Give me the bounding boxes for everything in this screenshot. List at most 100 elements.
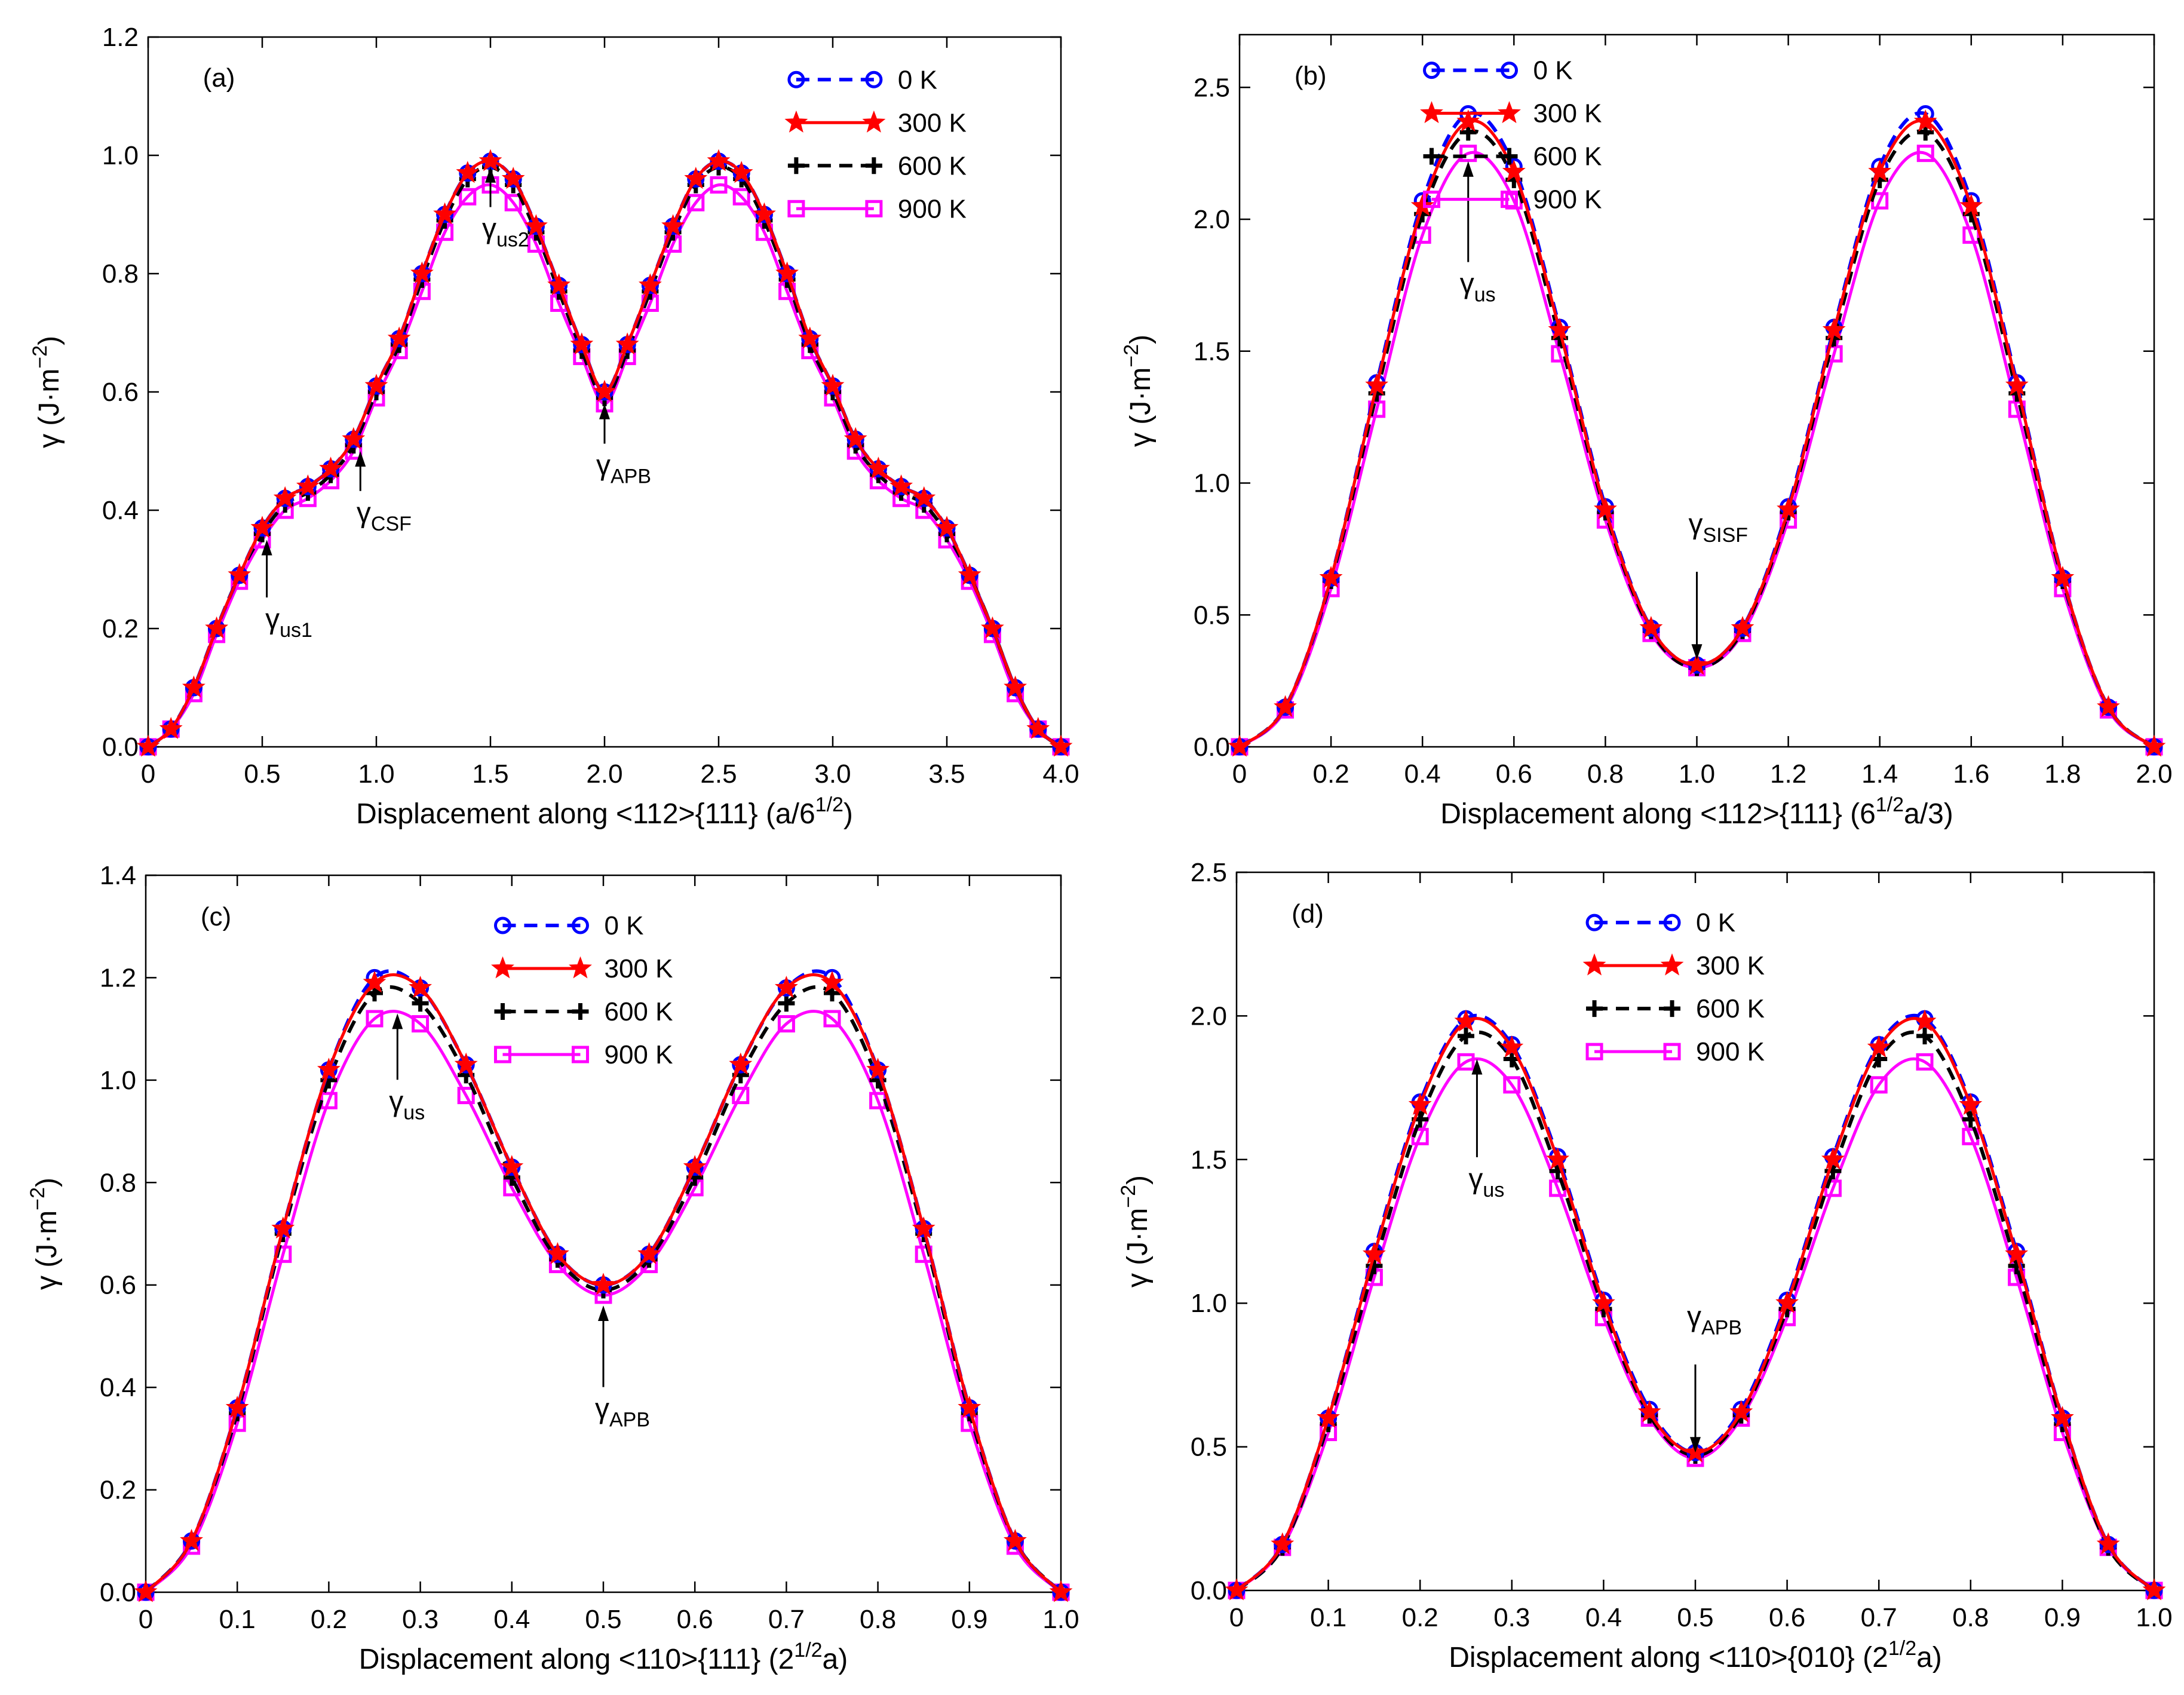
legend-label: 600 K <box>898 151 967 180</box>
legend-label: 0 K <box>604 911 643 940</box>
x-tick-label: 1.8 <box>2044 759 2081 789</box>
x-tick-label: 0.7 <box>768 1605 805 1634</box>
marker-star <box>958 563 981 586</box>
annotation-gamma-apb: γAPB <box>595 1305 650 1432</box>
x-tick-label: 1.0 <box>1042 1605 1079 1634</box>
chart-panel-d: 0 0.1 0.2 0.3 0.4 0.5 0.6 0.7 0.8 0.9 1.0 0.0 0.5 1.0… <box>1117 858 2173 1673</box>
legend-label: 900 K <box>1533 185 1602 214</box>
marker-star <box>1004 675 1027 698</box>
marker-star <box>2051 566 2075 588</box>
panel-label: (c) <box>201 902 231 931</box>
y-tick-label: 1.0 <box>100 1066 136 1095</box>
legend-entry: 600 K <box>787 151 967 180</box>
marker-square <box>710 176 728 194</box>
marker-square <box>787 200 805 217</box>
x-tick-label: 0.5 <box>1677 1603 1713 1632</box>
marker-plus <box>412 995 429 1012</box>
annotation-label: γus <box>389 1086 425 1124</box>
marker-star <box>1582 953 1606 976</box>
legend-label: 900 K <box>1696 1037 1765 1066</box>
marker-star <box>889 474 913 496</box>
annotation-label: γAPB <box>1687 1301 1742 1340</box>
y-tick-label: 0.2 <box>102 614 139 643</box>
marker-star <box>1274 695 1297 718</box>
marker-star <box>1454 1009 1478 1032</box>
marker-square <box>1459 145 1477 163</box>
annotation-label: γAPB <box>596 450 651 488</box>
marker-star <box>980 616 1004 639</box>
marker-star <box>615 332 639 355</box>
marker-star <box>862 110 886 133</box>
marker-star <box>1822 318 1846 340</box>
marker-circle <box>787 71 805 88</box>
marker-star <box>707 149 731 171</box>
legend-entry: 600 K <box>1586 994 1765 1023</box>
marker-star <box>1410 194 1434 216</box>
marker-circle <box>493 917 511 934</box>
y-axis-title: γ (J·m−2) <box>26 1178 63 1290</box>
marker-square <box>1503 1076 1521 1094</box>
legend: 0 K 300 K 600 K 900 K <box>784 65 967 223</box>
chart-panel-a: 0 0.5 1.0 1.5 2.0 2.5 3.0 3.5 4.0 0.0 0.2 0.4 0.6 0.8… <box>29 23 1079 830</box>
legend-entry: 0 K <box>787 65 937 94</box>
marker-star <box>775 261 799 284</box>
marker-plus <box>1458 1028 1474 1045</box>
marker-star <box>1408 1092 1432 1115</box>
marker-star <box>1546 1147 1570 1170</box>
legend-entry: 900 K <box>493 1040 673 1069</box>
annotation-arrow-head <box>1462 161 1474 177</box>
chart-panel-c: 0 0.1 0.2 0.3 0.4 0.5 0.6 0.7 0.8 0.9 1.0 0.0 0.2 0.4… <box>26 861 1079 1675</box>
legend-label: 900 K <box>898 194 967 223</box>
x-tick-label: 0.3 <box>1493 1603 1530 1632</box>
marker-star <box>319 456 343 479</box>
y-tick-label: 1.2 <box>100 963 136 992</box>
annotation-label: γus <box>1460 268 1496 306</box>
marker-star <box>2005 1242 2029 1264</box>
marker-star <box>1026 716 1050 739</box>
legend: 0 K 300 K 600 K 900 K <box>491 911 673 1069</box>
marker-star <box>1456 109 1480 132</box>
x-tick-label: 0.6 <box>677 1605 713 1634</box>
x-tick-label: 1.0 <box>1679 759 1715 789</box>
marker-star <box>136 734 160 757</box>
x-tick-label: 0.8 <box>1587 759 1624 789</box>
x-tick-label: 0.9 <box>951 1605 987 1634</box>
x-tick-label: 4.0 <box>1042 759 1079 789</box>
x-tick-label: 0.6 <box>1769 1603 1805 1632</box>
marker-star <box>317 1058 341 1080</box>
marker-star <box>1502 160 1526 182</box>
x-tick-label: 0.1 <box>219 1605 256 1634</box>
annotation-gamma-us: γus <box>1468 1059 1504 1201</box>
marker-star <box>250 516 274 538</box>
marker-plus <box>1423 148 1440 165</box>
marker-star <box>456 161 480 183</box>
marker-star <box>683 1155 707 1178</box>
x-tick-label: 0.5 <box>585 1605 621 1634</box>
marker-star <box>1729 1400 1753 1423</box>
y-tick-label: 1.0 <box>1194 469 1230 498</box>
marker-plus <box>1824 1163 1842 1180</box>
legend-entry: 600 K <box>1423 142 1602 171</box>
marker-star <box>1420 101 1443 124</box>
marker-star <box>2142 1578 2166 1601</box>
y-tick-label: 2.5 <box>1194 73 1230 102</box>
marker-square <box>1663 1043 1681 1060</box>
marker-circle <box>1501 62 1519 79</box>
x-tick-label: 1.6 <box>1953 759 1989 789</box>
marker-star <box>1365 373 1389 396</box>
legend-label: 0 K <box>1533 56 1573 85</box>
marker-star <box>1003 1528 1027 1551</box>
x-tick-label: 2.0 <box>586 759 622 789</box>
x-axis-title: Displacement along <112>{111} (a/61/2) <box>356 793 853 830</box>
y-tick-label: 0.0 <box>1191 1576 1227 1605</box>
annotation-arrow-head <box>485 167 496 183</box>
legend-entry: 300 K <box>491 954 673 983</box>
series-300-k <box>134 970 1073 1602</box>
annotation-arrow-head <box>355 451 366 467</box>
annotation-gamma-us: γus <box>1460 161 1496 306</box>
annotation-gamma-csf: γCSF <box>355 451 412 535</box>
legend-entry: 0 K <box>1585 908 1735 937</box>
marker-star <box>134 1580 158 1602</box>
marker-square <box>493 1046 511 1063</box>
